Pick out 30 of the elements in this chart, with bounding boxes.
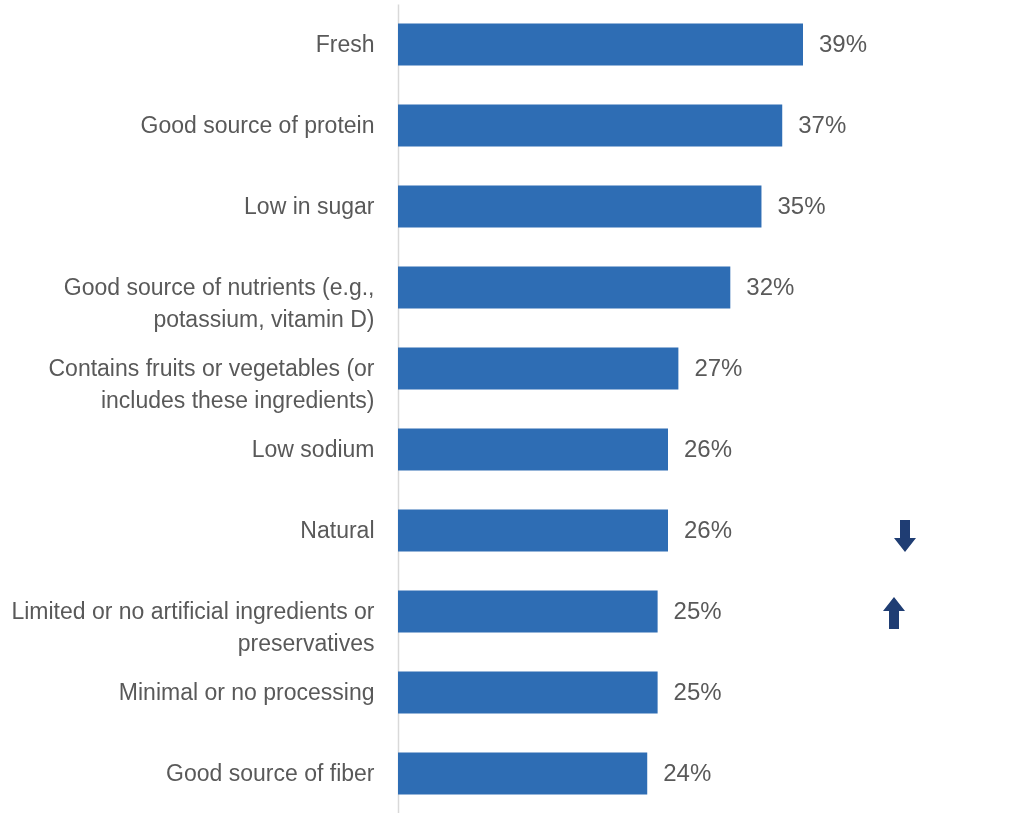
data-label: 32% — [746, 272, 795, 300]
y-tick-label: Fresh — [315, 30, 375, 57]
data-label: 26% — [684, 515, 733, 543]
data-label: 24% — [663, 758, 712, 786]
y-tick-label: Minimal or no processing — [118, 678, 375, 705]
y-tick-label: Good source of fiber — [166, 759, 375, 786]
y-tick-label: Good source of nutrients (e.g., potassium, vitamin D) — [63, 273, 375, 332]
data-label: 25% — [673, 677, 722, 705]
data-label: 39% — [819, 29, 868, 57]
y-tick-label: Limited or no artificial ingredients or preservatives — [11, 597, 375, 656]
bar — [398, 590, 658, 633]
data-label: 37% — [798, 110, 847, 138]
bar — [398, 509, 668, 552]
y-tick-label: Contains fruits or vegetables (or includes these ingredients) — [48, 354, 375, 413]
data-label: 27% — [694, 353, 743, 381]
data-label: 35% — [777, 191, 826, 219]
bar — [398, 752, 648, 795]
bar — [398, 428, 668, 471]
bar — [398, 347, 679, 390]
bar — [398, 23, 803, 66]
bar — [398, 266, 731, 309]
y-tick-label: Low sodium — [251, 435, 375, 462]
data-label: 25% — [673, 596, 722, 624]
bar — [398, 671, 658, 714]
bar — [398, 185, 762, 228]
data-label: 26% — [684, 434, 733, 462]
y-tick-label: Good source of protein — [140, 111, 375, 138]
bar — [398, 104, 783, 147]
y-tick-label: Low in sugar — [244, 192, 375, 219]
y-tick-label: Natural — [300, 516, 375, 543]
